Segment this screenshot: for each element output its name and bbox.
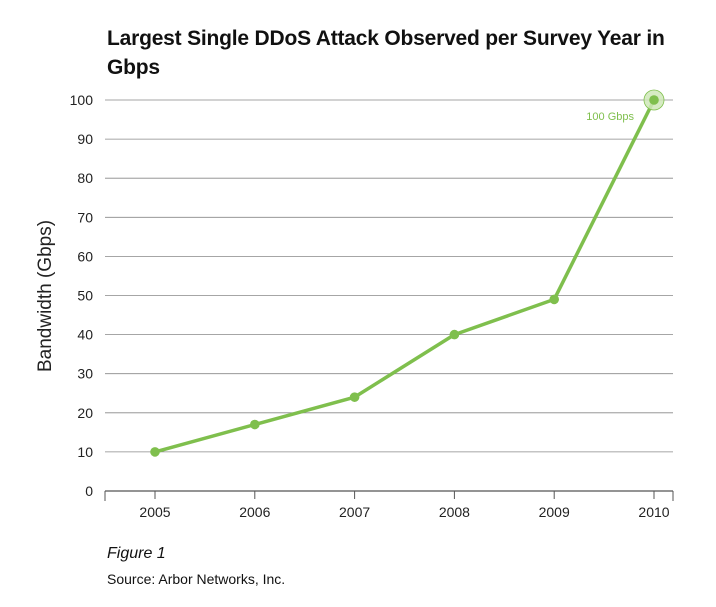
y-tick-label: 20 xyxy=(77,405,93,421)
y-tick-label: 80 xyxy=(77,170,93,186)
y-tick-label: 90 xyxy=(77,131,93,147)
data-label: 100 Gbps xyxy=(586,111,634,123)
x-tick-label: 2005 xyxy=(139,504,170,520)
y-tick-label: 70 xyxy=(77,209,93,225)
x-tick-label: 2009 xyxy=(539,504,570,520)
x-tick-label: 2006 xyxy=(239,504,270,520)
highlight-point xyxy=(649,95,659,105)
data-point xyxy=(549,294,559,305)
y-tick-label: 30 xyxy=(77,366,93,382)
figure-caption: Figure 1 xyxy=(107,545,166,562)
data-point xyxy=(349,392,360,402)
y-tick-label: 100 xyxy=(70,92,94,108)
y-tick-label: 50 xyxy=(77,288,93,304)
x-tick-label: 2010 xyxy=(638,504,669,520)
x-axis-ticks: 2005 2006 2007 2008 2009 2010 xyxy=(139,491,670,520)
annotation-layer: 100 Gbps xyxy=(586,89,665,123)
grid-lines xyxy=(104,99,674,501)
data-point xyxy=(250,419,260,430)
y-tick-label: 0 xyxy=(85,483,93,499)
y-tick-label: 40 xyxy=(77,327,93,343)
x-tick-label: 2007 xyxy=(339,504,370,520)
data-point xyxy=(150,447,160,457)
y-tick-label: 10 xyxy=(77,444,93,460)
y-axis-title: Bandwidth (Gbps) xyxy=(35,220,56,372)
source-note: Source: Arbor Networks, Inc. xyxy=(107,571,286,587)
series-line xyxy=(153,98,656,454)
series-layer xyxy=(150,95,659,457)
y-axis-ticks: 0 10 20 30 40 50 60 70 80 90 100 xyxy=(70,92,94,499)
y-tick-label: 60 xyxy=(77,248,93,264)
x-tick-label: 2008 xyxy=(439,504,470,520)
data-point xyxy=(449,329,460,340)
chart-title: Largest Single DDoS Attack Observed per … xyxy=(107,27,665,79)
